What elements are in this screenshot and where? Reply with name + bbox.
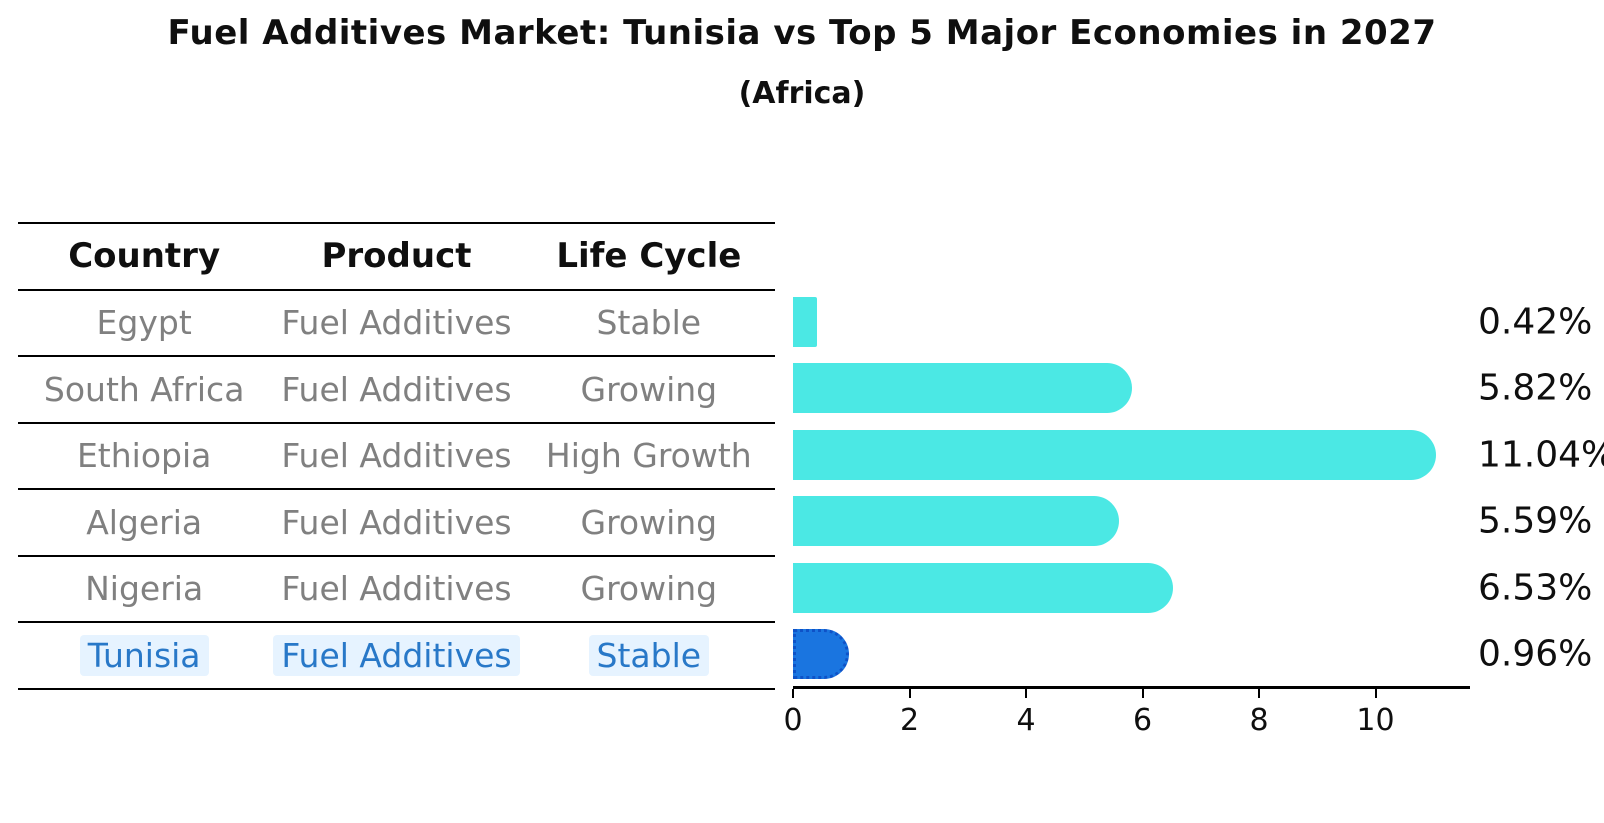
country-cell: Tunisia [18, 634, 270, 676]
x-axis-tick-label: 0 [783, 703, 803, 738]
product-cell: Fuel Additives [281, 569, 512, 609]
bar-tunisia-highlighted [793, 629, 849, 680]
value-label-nigeria: 6.53% [1478, 567, 1593, 609]
table-row-egypt: Egypt Fuel Additives Stable [18, 288, 775, 356]
value-label-algeria: 5.59% [1478, 500, 1593, 542]
product-cell: Fuel Additives [281, 303, 512, 343]
value-label-egypt: 0.42% [1478, 301, 1593, 343]
life-cycle-cell: Stable [596, 303, 702, 343]
country-table: Country Product Life Cycle Egypt Fuel Ad… [18, 222, 775, 690]
bar-south-africa [793, 363, 1132, 414]
product-cell: Fuel Additives [281, 436, 512, 476]
country-cell: Nigeria [85, 569, 204, 609]
column-header-life-cycle: Life Cycle [556, 236, 742, 277]
country-cell: Egypt [96, 303, 192, 343]
country-cell: South Africa [43, 369, 245, 409]
table-row-tunisia-highlighted: Tunisia Fuel Additives Stable [18, 621, 775, 690]
x-axis-tick-label: 10 [1356, 703, 1395, 738]
product-cell: Fuel Additives [281, 502, 512, 542]
life-cycle-cell: Stable [523, 634, 775, 676]
product-cell: Fuel Additives [270, 634, 522, 676]
column-header-product: Product [321, 236, 472, 277]
product-cell: Fuel Additives [281, 369, 512, 409]
value-label-tunisia: 0.96% [1478, 633, 1593, 675]
x-axis-tick [1025, 689, 1027, 698]
x-axis-tick [1141, 689, 1144, 698]
x-axis-tick-label: 2 [899, 703, 920, 738]
bar-ethiopia [793, 429, 1437, 480]
life-cycle-cell: Growing [580, 502, 718, 542]
table-row-south-africa: South Africa Fuel Additives Growing [18, 355, 775, 422]
x-axis-tick-label: 4 [1016, 703, 1036, 738]
value-label-south-africa: 5.82% [1478, 367, 1593, 409]
life-cycle-cell: Growing [580, 369, 718, 409]
country-cell: Algeria [86, 502, 203, 542]
table-row-nigeria: Nigeria Fuel Additives Growing [18, 554, 775, 622]
x-axis-tick [792, 689, 794, 698]
x-axis-tick-label: 8 [1249, 703, 1269, 738]
x-axis-tick [1374, 689, 1377, 698]
x-axis-tick [908, 689, 911, 698]
bar-egypt [793, 296, 818, 347]
x-axis-tick [1258, 689, 1260, 698]
chart-title: Fuel Additives Market: Tunisia vs Top 5 … [167, 13, 1437, 53]
bar-algeria [793, 496, 1119, 547]
chart-subtitle: (Africa) [738, 76, 866, 111]
life-cycle-cell: Growing [580, 569, 718, 609]
column-header-country: Country [68, 236, 221, 277]
table-row-ethiopia: Ethiopia Fuel Additives High Growth [18, 421, 775, 489]
table-header-row: Country Product Life Cycle [18, 222, 775, 289]
x-axis-tick-label: 6 [1132, 703, 1153, 738]
life-cycle-cell: High Growth [545, 436, 752, 476]
country-cell: Ethiopia [76, 436, 212, 476]
bar-nigeria [793, 562, 1174, 613]
value-label-ethiopia: 11.04% [1478, 434, 1604, 476]
x-axis-line [793, 686, 1470, 689]
table-row-algeria: Algeria Fuel Additives Growing [18, 488, 775, 555]
